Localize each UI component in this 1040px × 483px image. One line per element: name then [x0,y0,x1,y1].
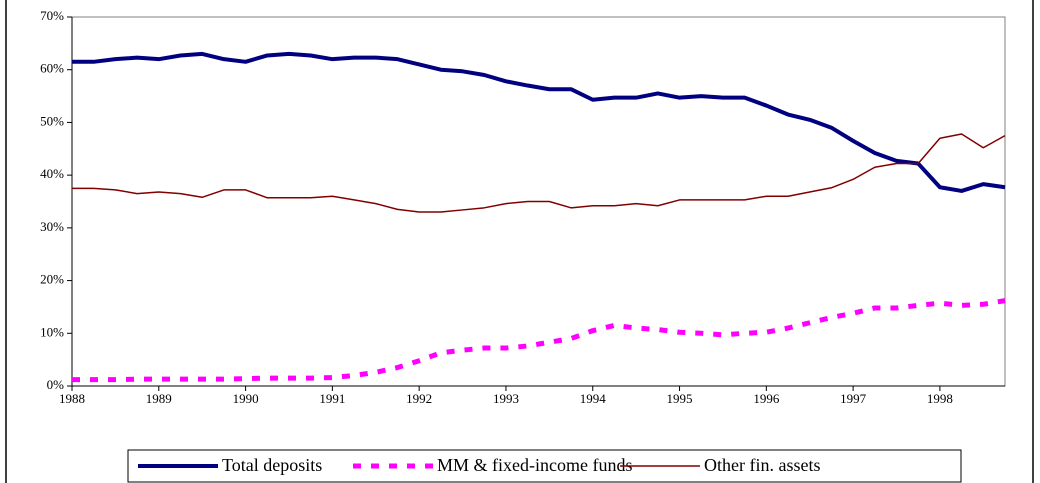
x-tick-label: 1996 [753,391,780,406]
x-tick-label: 1993 [493,391,519,406]
x-tick-label: 1992 [406,391,432,406]
y-tick-label: 0% [47,377,65,392]
y-tick-label: 40% [40,166,64,181]
legend-label: Other fin. assets [704,455,820,475]
series-line [72,298,1006,383]
y-tick-label: 30% [40,219,64,234]
x-tick-label: 1989 [146,391,172,406]
y-tick-label: 10% [40,324,64,339]
legend-entries: Total deposits MM & fixed-income funds Oth… [138,455,820,475]
x-tick-label: 1995 [667,391,693,406]
x-tick-label: 1997 [840,391,867,406]
legend [127,449,962,483]
x-tick-label: 1991 [319,391,345,406]
y-tick-label: 50% [40,113,64,128]
x-tick-label: 1998 [927,391,953,406]
y-tick-label: 60% [40,61,64,76]
x-tick-label: 1988 [59,391,85,406]
x-tick-label: 1994 [580,391,607,406]
legend-label: MM & fixed-income funds [437,455,632,475]
legend-label: Total deposits [222,455,322,475]
y-tick-label: 20% [40,272,64,287]
x-tick-label: 1990 [233,391,259,406]
series-line [72,133,1006,213]
y-tick-label: 70% [40,8,64,23]
series-line [72,51,1006,193]
